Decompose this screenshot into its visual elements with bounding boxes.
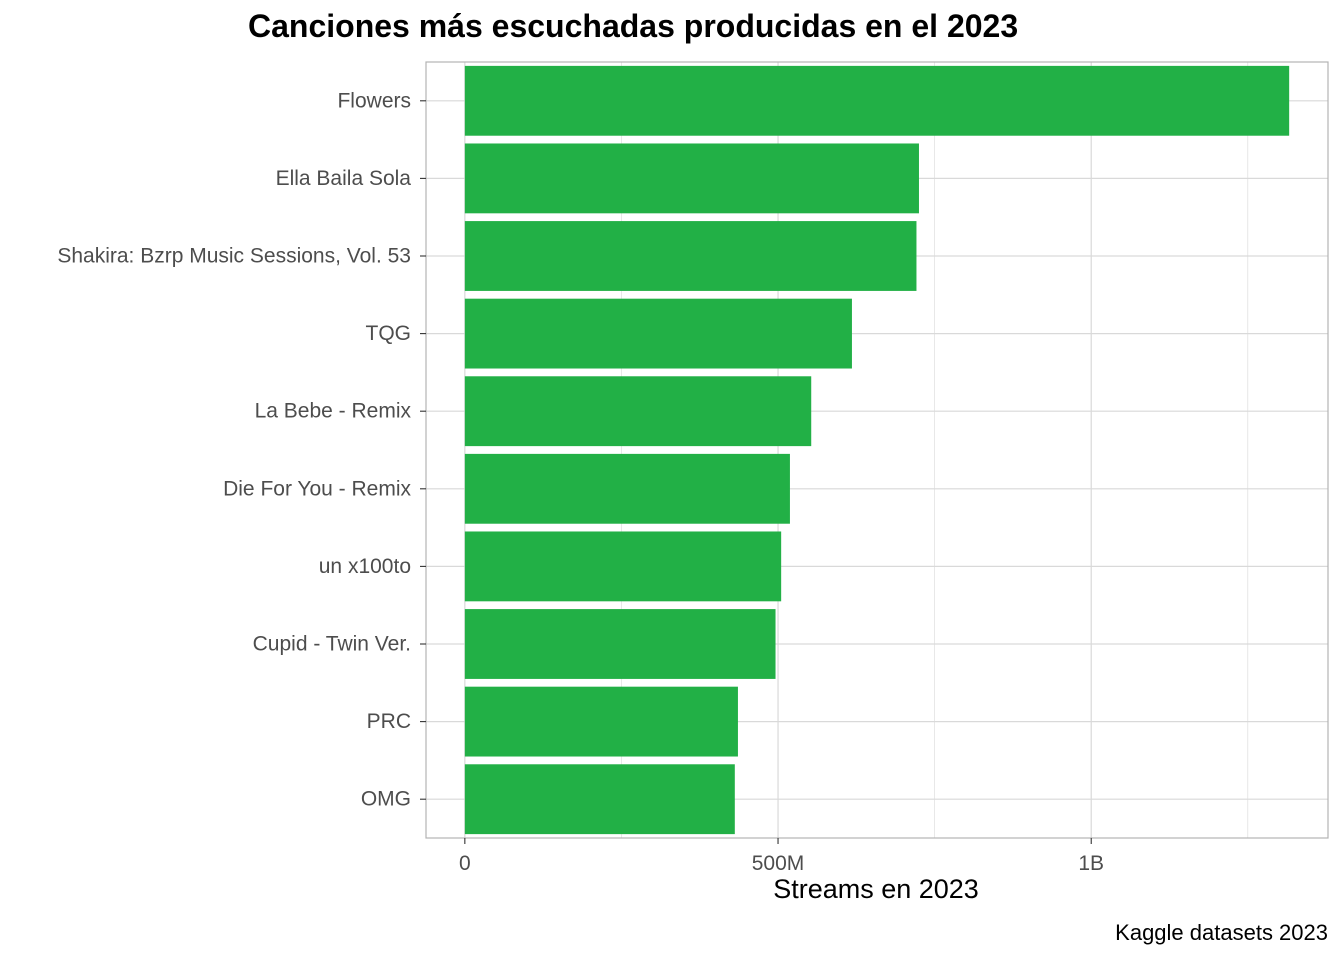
bar xyxy=(464,221,917,291)
y-tick-label: Die For You - Remix xyxy=(223,477,411,500)
bar xyxy=(464,686,738,757)
y-tick-label: OMG xyxy=(361,788,411,811)
x-tick-label: 0 xyxy=(459,852,471,875)
bar xyxy=(464,609,776,679)
y-tick-label: Cupid - Twin Ver. xyxy=(253,633,411,656)
bar xyxy=(464,298,852,369)
panel-border xyxy=(425,61,1329,839)
y-tick-label: un x100to xyxy=(319,555,411,578)
y-tick-label: PRC xyxy=(367,710,411,733)
bar xyxy=(464,764,735,835)
y-tick-label: TQG xyxy=(366,322,412,345)
y-tick-label: Ella Baila Sola xyxy=(276,167,412,190)
bar xyxy=(464,453,790,524)
bar xyxy=(464,376,812,447)
bar xyxy=(464,143,919,214)
x-tick-label: 500M xyxy=(752,852,805,875)
x-axis-title: Streams en 2023 xyxy=(773,874,979,904)
chart-title: Canciones más escuchadas producidas en e… xyxy=(248,8,1019,44)
bar xyxy=(464,65,1290,136)
y-tick-label: Shakira: Bzrp Music Sessions, Vol. 53 xyxy=(57,245,411,268)
x-tick-label: 1B xyxy=(1078,852,1104,875)
bar xyxy=(464,531,782,602)
y-tick-label: Flowers xyxy=(337,89,411,112)
y-tick-label: La Bebe - Remix xyxy=(255,400,412,423)
caption: Kaggle datasets 2023 xyxy=(1115,920,1328,945)
